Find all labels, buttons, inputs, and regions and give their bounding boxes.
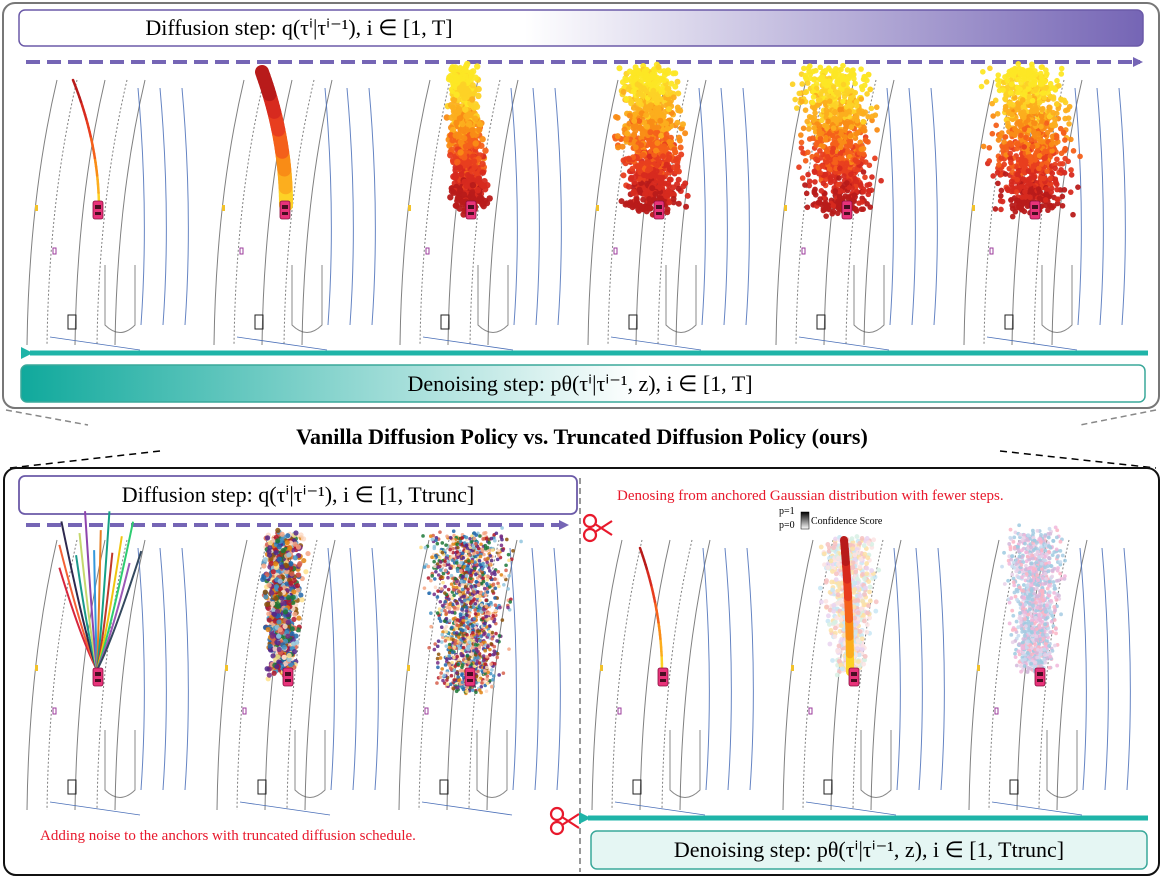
scissors-icon-bottom xyxy=(549,806,580,836)
bottom-trajectory-4 xyxy=(638,546,664,674)
confidence-legend-bar xyxy=(800,511,810,530)
bottom-trajectory-5 xyxy=(840,536,854,676)
legend-label: Confidence Score xyxy=(811,516,883,527)
top-samples-5 xyxy=(789,62,884,219)
top-trajectory-2 xyxy=(255,65,293,212)
scissors-icon-top xyxy=(582,513,613,543)
top-diffusion-label: Diffusion step: q(τⁱ|τⁱ⁻¹), i ∈ [1, T] xyxy=(145,15,453,40)
bottom-car-4 xyxy=(657,667,669,687)
connector-right-2 xyxy=(999,450,1157,469)
bottom-denoise-label: Denoising step: pθ(τⁱ|τⁱ⁻¹, z), i ∈ [1, … xyxy=(673,837,1065,862)
top-denoise-label: Denoising step: pθ(τⁱ|τⁱ⁻¹, z), i ∈ [1, … xyxy=(407,370,753,396)
legend-p1: p=1 xyxy=(779,506,795,517)
right-caption: Denosing from anchored Gaussian distribu… xyxy=(617,488,1004,504)
bottom-scene-4 xyxy=(591,539,754,816)
legend-p0: p=0 xyxy=(779,520,795,531)
bottom-car-2 xyxy=(282,667,294,687)
top-diffusion-banner xyxy=(18,9,1144,47)
top-samples-3 xyxy=(443,60,493,218)
bottom-car-5 xyxy=(848,667,860,687)
bottom-denoise-banner xyxy=(590,830,1148,870)
bottom-car-6 xyxy=(1034,667,1046,687)
bottom-scene-1 xyxy=(26,539,189,816)
top-car-4 xyxy=(653,200,665,220)
bottom-noised-anchors-2 xyxy=(260,527,311,682)
left-caption: Adding noise to the anchors with truncat… xyxy=(40,828,416,844)
bottom-panel xyxy=(3,467,1160,876)
top-panel xyxy=(2,2,1160,409)
bottom-denoised-6 xyxy=(1000,523,1067,675)
bottom-diffusion-label: Diffusion step: q(τⁱ|τⁱ⁻¹), i ∈ [1, Ttru… xyxy=(121,482,475,507)
top-scene-2 xyxy=(213,79,376,351)
connector-left-2 xyxy=(9,450,161,469)
bottom-car-3 xyxy=(464,667,476,687)
figure-title: Vanilla Diffusion Policy vs. Truncated D… xyxy=(296,424,868,449)
bottom-car-1 xyxy=(92,667,104,687)
top-car-2 xyxy=(279,200,291,220)
top-samples-6 xyxy=(978,61,1083,220)
bottom-diffusion-banner xyxy=(18,475,578,515)
top-denoise-banner xyxy=(20,364,1146,403)
top-car-1 xyxy=(92,200,104,220)
top-car-5 xyxy=(841,200,853,220)
connector-right xyxy=(1079,409,1157,426)
top-scene-1 xyxy=(26,79,189,351)
bottom-scene-5 xyxy=(782,539,945,816)
top-trajectory-1 xyxy=(71,78,101,212)
connector-left xyxy=(5,409,89,426)
anchor-fan xyxy=(58,511,143,671)
top-car-6 xyxy=(1029,200,1041,220)
top-car-3 xyxy=(465,200,477,220)
bottom-scene-6 xyxy=(968,539,1131,816)
top-samples-4 xyxy=(611,61,691,218)
